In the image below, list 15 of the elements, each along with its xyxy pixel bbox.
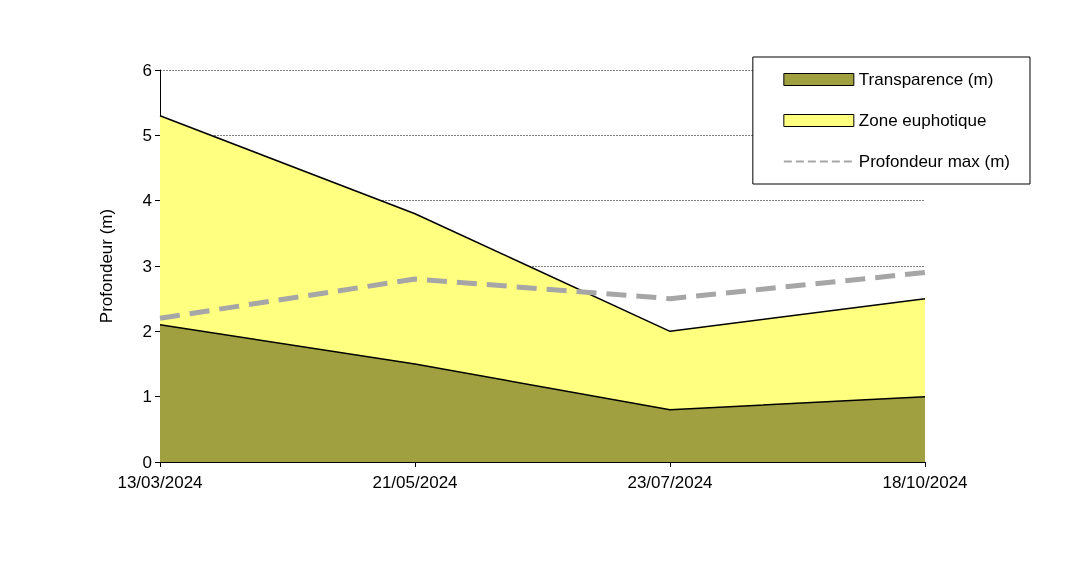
x-tick-label: 23/07/2024 <box>627 473 713 492</box>
y-tick-label: 4 <box>142 191 152 211</box>
legend-label: Transparence (m) <box>858 70 994 89</box>
y-tick-label: 2 <box>142 321 152 341</box>
legend-label: Zone euphotique <box>858 111 987 130</box>
y-tick-label: 6 <box>142 60 152 80</box>
legend-label: Profondeur max (m) <box>858 152 1011 171</box>
x-tick-label: 13/03/2024 <box>117 473 203 492</box>
y-tick-label: 0 <box>142 452 152 472</box>
x-tick-label: 21/05/2024 <box>372 473 458 492</box>
y-axis-title: Profondeur (m) <box>97 208 116 324</box>
y-tick-label: 3 <box>142 256 152 276</box>
y-tick-label: 5 <box>142 125 152 145</box>
y-tick-label: 1 <box>142 387 152 407</box>
x-tick-label: 18/10/2024 <box>882 473 968 492</box>
